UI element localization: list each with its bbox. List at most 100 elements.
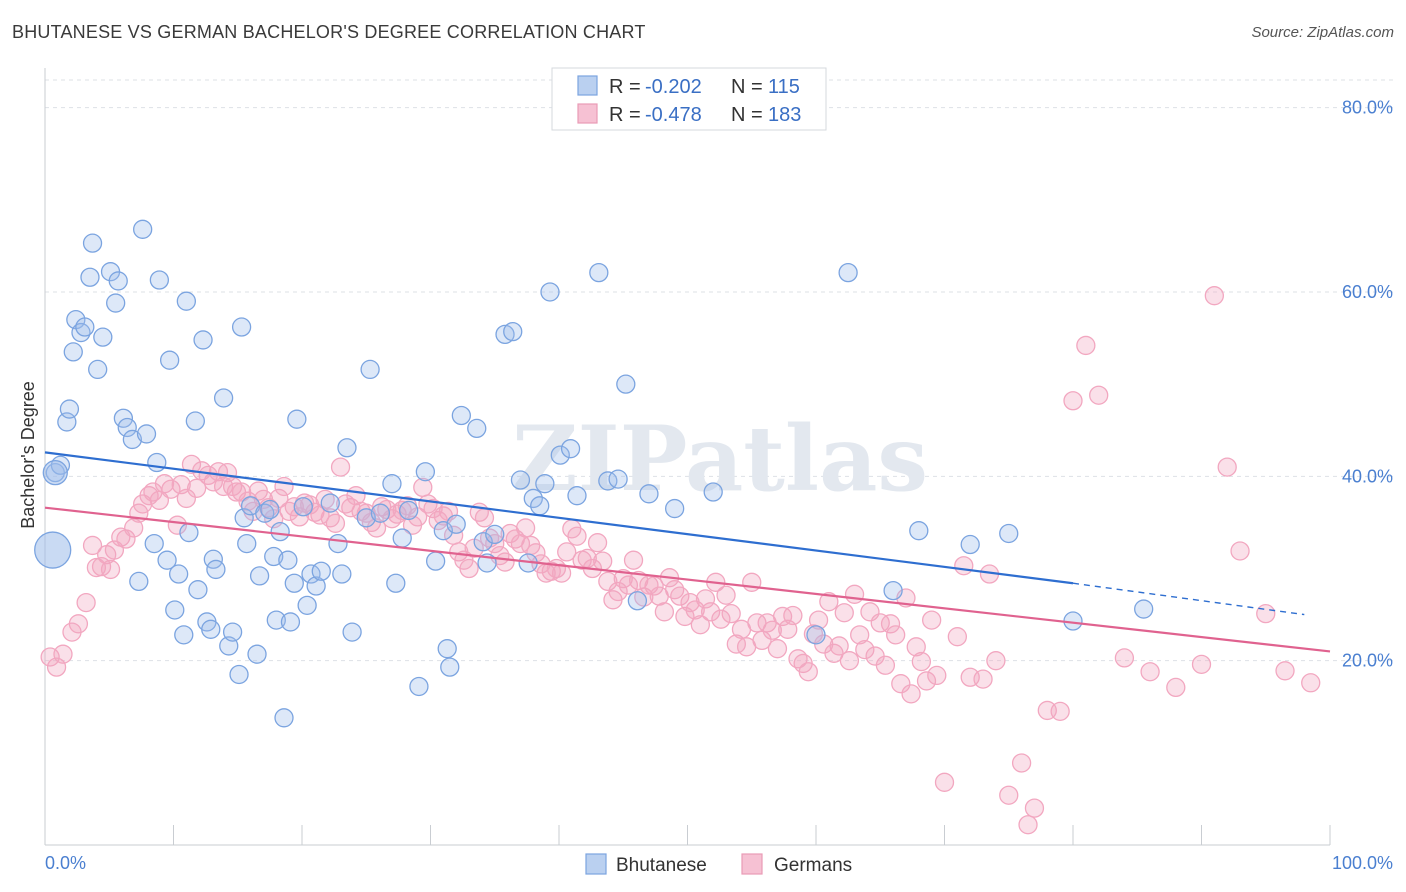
stats-n-label: N = xyxy=(731,76,763,98)
bhutanese-point xyxy=(284,573,304,593)
germans-point xyxy=(834,603,854,623)
bhutanese-point xyxy=(106,293,126,313)
germans-point xyxy=(557,542,577,562)
bhutanese-point xyxy=(960,534,980,555)
chart-title: BHUTANESE VS GERMAN BACHELOR'S DEGREE CO… xyxy=(12,22,646,42)
germans-point xyxy=(819,592,839,612)
bhutanese-point xyxy=(297,595,317,616)
bhutanese-point xyxy=(370,503,391,523)
axes xyxy=(44,68,1331,846)
germans-point xyxy=(716,585,736,605)
bhutanese-point xyxy=(999,523,1019,544)
bhutanese-point xyxy=(185,411,205,431)
bhutanese-point xyxy=(260,499,280,520)
germans-point xyxy=(1011,753,1032,773)
bhutanese-points xyxy=(34,219,1154,728)
germans-point xyxy=(100,559,121,580)
germans-point xyxy=(911,651,932,672)
bhutanese-point xyxy=(386,573,406,593)
germans-point xyxy=(181,454,202,474)
bhutanese-point xyxy=(1134,599,1154,619)
bhutanese-point xyxy=(264,546,284,567)
germans-point xyxy=(875,655,896,675)
germans-point xyxy=(330,457,351,477)
bhutanese-point xyxy=(176,291,197,311)
germans-point xyxy=(587,533,608,553)
germans-point xyxy=(783,605,803,626)
bhutanese-point xyxy=(237,533,257,554)
germans-point xyxy=(515,518,536,538)
germans-point xyxy=(1301,673,1321,693)
bhutanese-point xyxy=(133,219,153,239)
bhutanese-point xyxy=(665,498,685,519)
germans-point xyxy=(880,614,901,634)
bhutanese-trend-extension xyxy=(1072,582,1305,616)
bhutanese-point xyxy=(179,522,199,543)
x-tick-label: 0.0% xyxy=(45,853,86,873)
bhutanese-point xyxy=(80,267,100,287)
germans-point xyxy=(752,630,772,651)
germans-point xyxy=(76,592,96,613)
y-tick-label: 20.0% xyxy=(1342,651,1393,671)
germans-point xyxy=(1166,677,1186,698)
germans-point xyxy=(116,529,136,549)
trend-lines xyxy=(44,451,1331,653)
germans-point xyxy=(973,669,993,689)
germans-point xyxy=(613,568,633,589)
bhutanese-point xyxy=(337,438,357,458)
germans-point xyxy=(274,476,294,497)
germans-points xyxy=(40,286,1321,835)
bhutanese-point xyxy=(503,321,523,342)
y-axis-label: Bachelor's Degree xyxy=(18,381,38,529)
bhutanese-point xyxy=(909,521,929,541)
germans-point xyxy=(1089,385,1109,405)
germans-point xyxy=(721,604,741,624)
germans-point xyxy=(711,609,731,629)
germans-point xyxy=(623,550,644,570)
bhutanese-point xyxy=(306,576,326,596)
germans-point xyxy=(167,515,188,535)
bhutanese-point xyxy=(42,459,68,486)
germans-point xyxy=(999,785,1019,805)
bhutanese-point xyxy=(93,327,113,347)
bhutanese-point xyxy=(415,462,436,482)
germans-point xyxy=(325,513,346,533)
bhutanese-point xyxy=(392,528,412,548)
chart-source: Source: ZipAtlas.com xyxy=(1251,24,1394,41)
stats-legend: R = -0.202 N = 115 R = -0.478 N = 183 xyxy=(551,67,827,131)
bhutanese-trend-line xyxy=(44,451,1074,585)
stats-r-label: R = xyxy=(609,76,641,98)
germans-point xyxy=(567,526,587,546)
bhutanese-point xyxy=(280,612,301,632)
germans-point xyxy=(413,477,433,498)
bhutanese-point xyxy=(567,486,587,506)
germans-point xyxy=(366,518,387,538)
bhutanese-point xyxy=(34,531,72,569)
bhutanese-point xyxy=(129,571,149,592)
bhutanese-point xyxy=(147,452,167,473)
bhutanese-point xyxy=(530,496,550,516)
germans-point xyxy=(986,651,1006,671)
germans-point xyxy=(808,610,829,630)
tick-labels: 20.0% 40.0% 60.0% 80.0% 0.0% 100.0% xyxy=(45,98,1393,873)
bhutanese-point xyxy=(540,282,560,302)
germans-point xyxy=(315,489,335,510)
bhutanese-point xyxy=(883,580,903,601)
bhutanese-point xyxy=(399,500,419,521)
bhutanese-point xyxy=(360,359,380,380)
germans-point xyxy=(891,674,911,694)
bhutanese-point xyxy=(278,550,298,570)
x-tick-label: 100.0% xyxy=(1332,853,1393,873)
bhutanese-point xyxy=(122,429,143,450)
bhutanese-point xyxy=(287,409,307,429)
y-tick-label: 80.0% xyxy=(1342,98,1393,118)
bhutanese-point xyxy=(206,559,226,580)
germans-point xyxy=(1275,661,1295,681)
stats-r-value: -0.478 xyxy=(645,104,702,126)
bhutanese-point xyxy=(703,482,723,502)
bhutanese-point xyxy=(157,550,177,570)
bhutanese-point xyxy=(144,533,164,554)
bhutanese-point xyxy=(332,564,352,584)
bhutanese-point xyxy=(193,330,213,350)
bhutanese-point xyxy=(270,521,290,542)
